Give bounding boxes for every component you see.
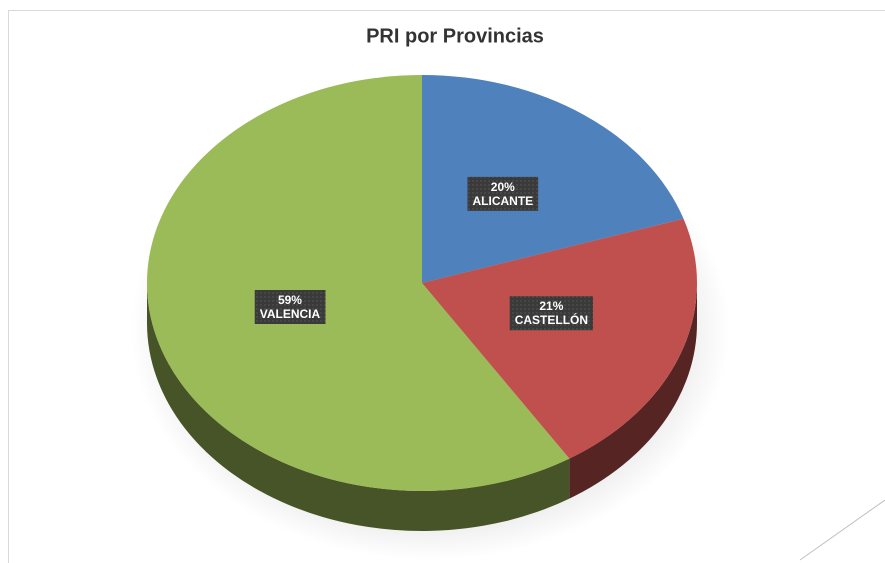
label-value: 20% xyxy=(491,180,515,194)
label-category: VALENCIA xyxy=(260,307,321,321)
slice xyxy=(422,218,697,459)
label-text: 21% CASTELLÓN xyxy=(515,299,588,327)
label-value: 59% xyxy=(278,293,302,307)
label-value: 21% xyxy=(539,299,563,313)
labels: 20% ALICANTE 21% CASTELLÓN 59% VALENCIA xyxy=(254,176,594,331)
chart-title: PRI por Provincias xyxy=(366,25,544,47)
pie xyxy=(146,75,697,531)
data-label: 21% CASTELLÓN xyxy=(509,296,594,331)
label-box xyxy=(467,176,539,211)
data-label: 20% ALICANTE xyxy=(467,176,539,211)
decor-line xyxy=(799,499,885,561)
label-text: 20% ALICANTE xyxy=(472,180,533,208)
label-category: CASTELLÓN xyxy=(515,312,588,327)
label-text: 59% VALENCIA xyxy=(260,293,321,321)
slice xyxy=(147,75,570,491)
data-label: 59% VALENCIA xyxy=(254,290,326,325)
slice xyxy=(422,75,684,283)
label-box xyxy=(254,290,326,325)
label-category: ALICANTE xyxy=(472,194,533,208)
slice-side xyxy=(146,283,570,531)
label-box xyxy=(509,296,594,331)
slice-side xyxy=(569,283,697,499)
